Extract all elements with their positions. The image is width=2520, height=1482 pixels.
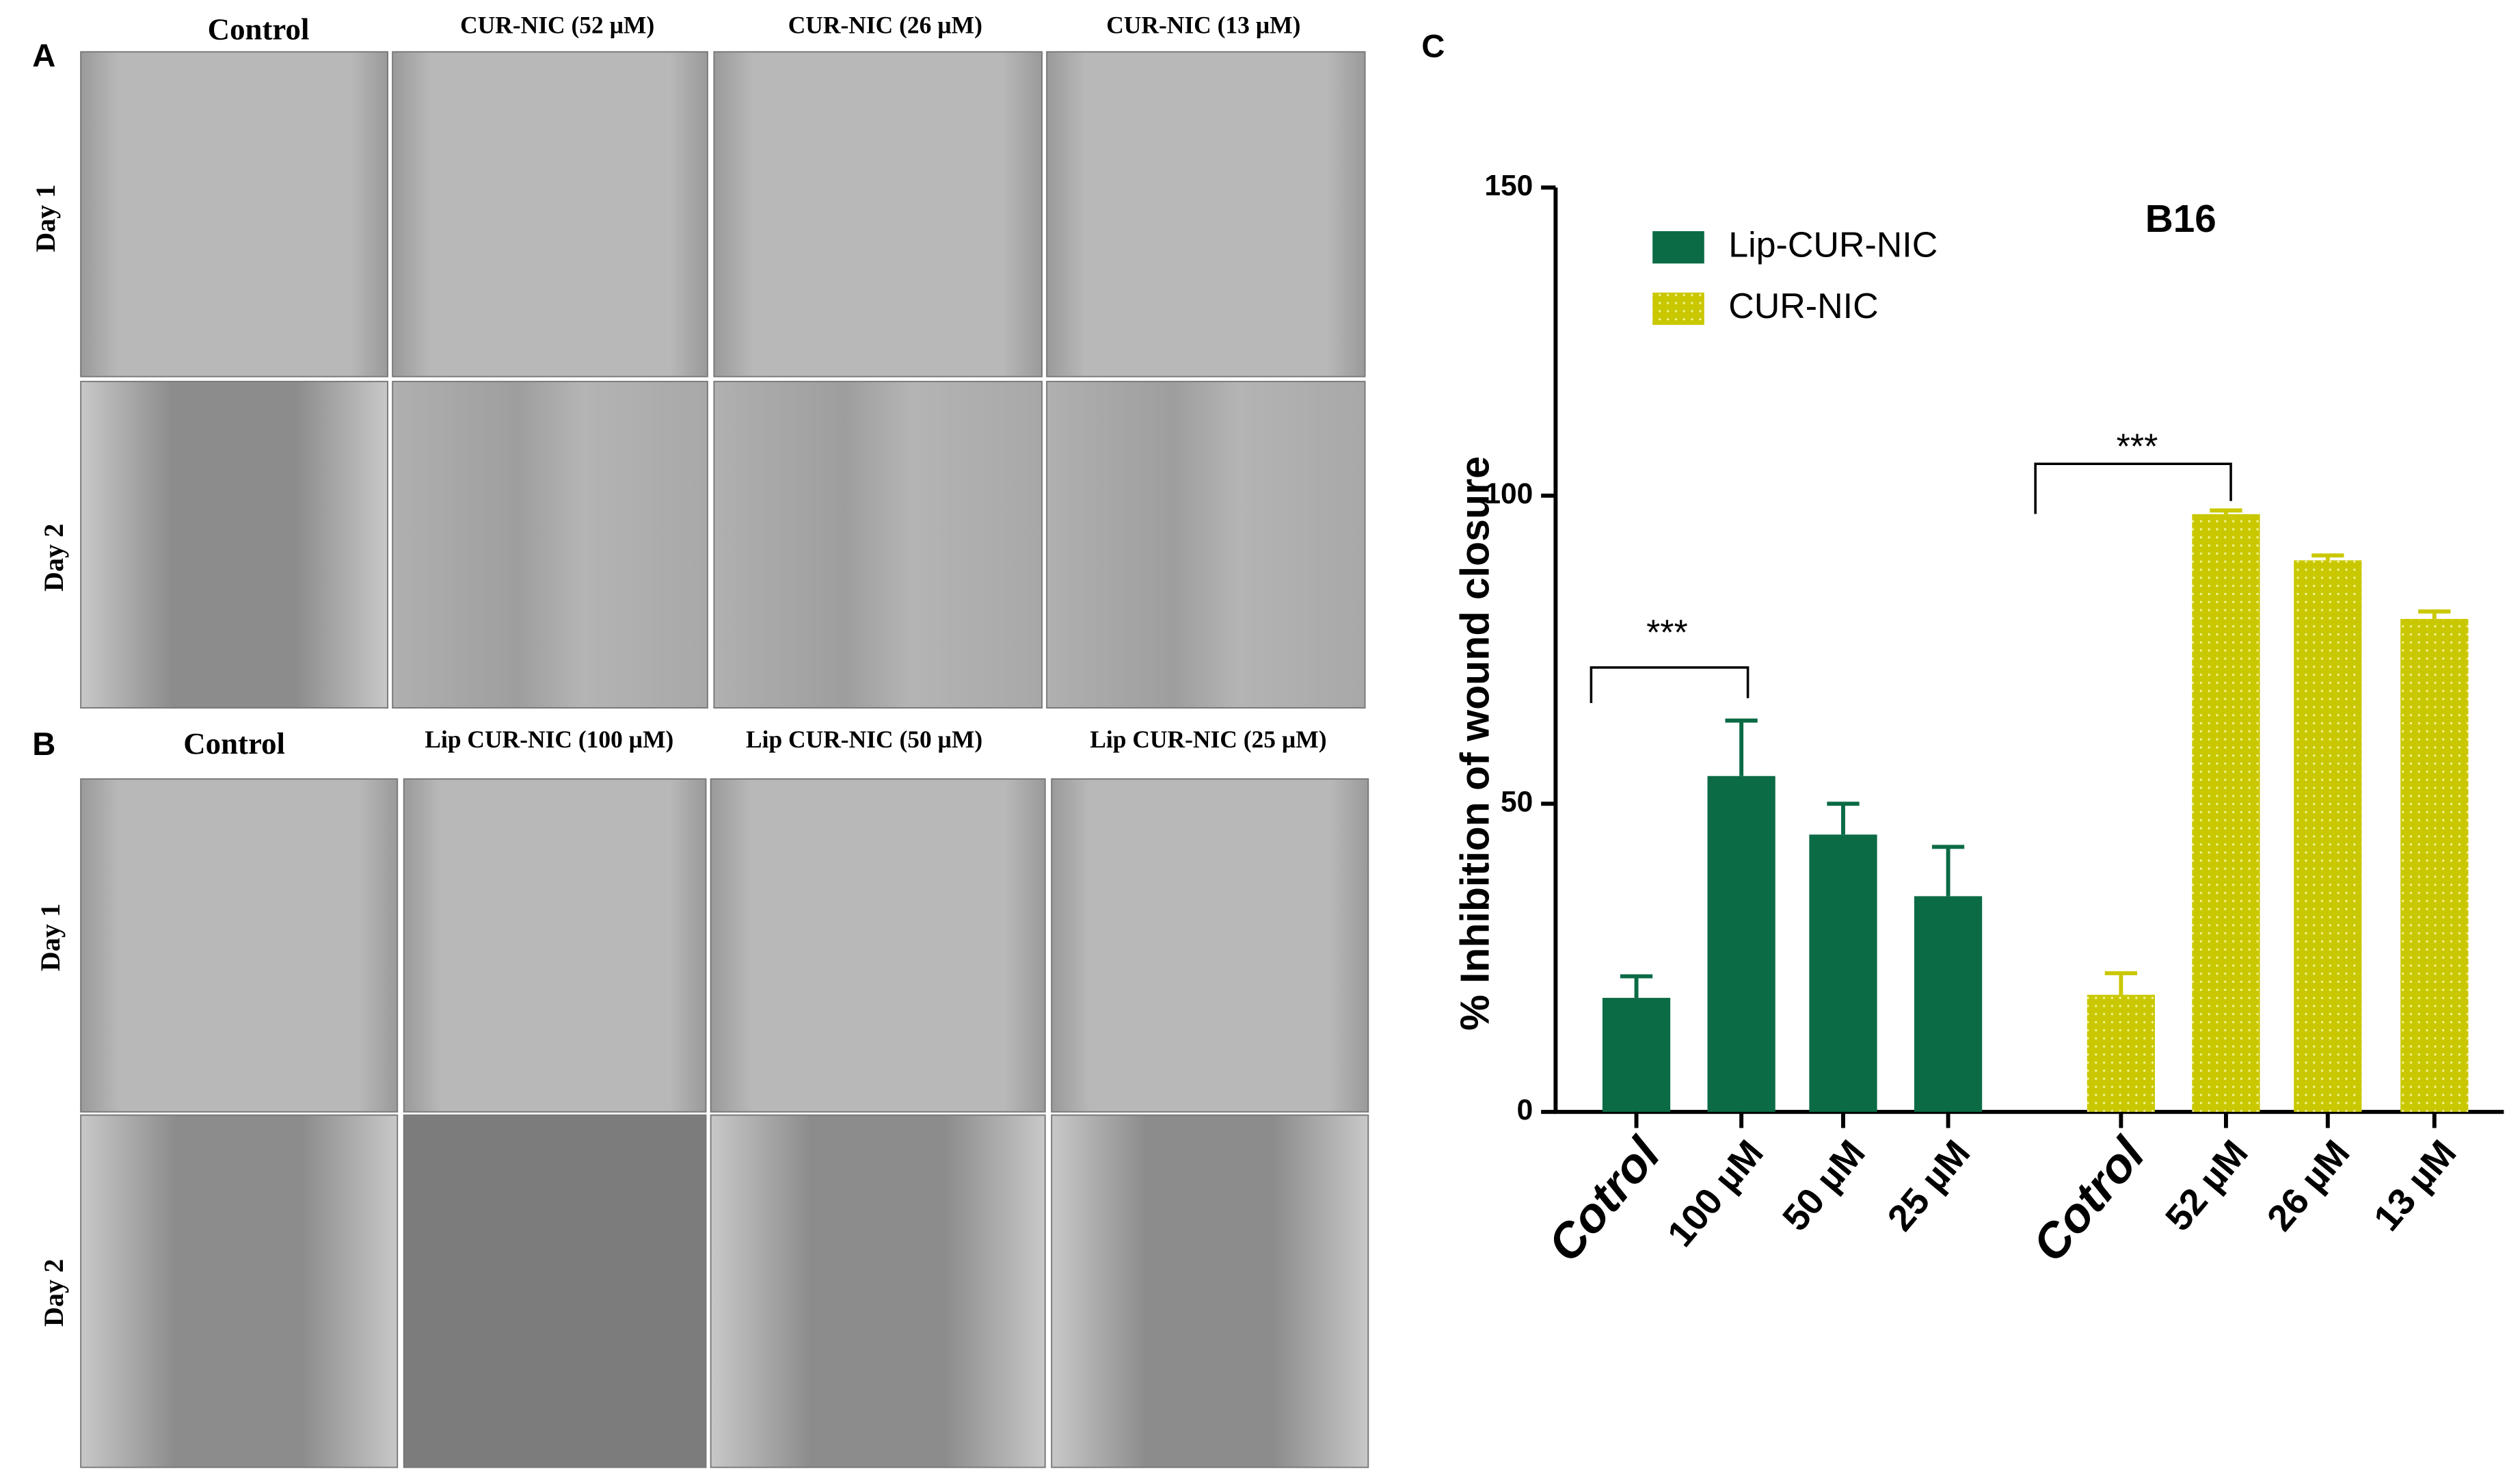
micrograph xyxy=(710,778,1046,1113)
panel-label: C xyxy=(1421,29,1445,65)
micrograph xyxy=(1051,778,1369,1113)
legend-swatch xyxy=(1652,292,1704,326)
annotation: *** xyxy=(2117,427,2158,467)
annotation: *** xyxy=(1646,613,1688,652)
x-tick-label: 26 µM xyxy=(2259,1132,2357,1239)
micrograph xyxy=(1046,380,1366,709)
row-label: Day 1 xyxy=(30,184,61,252)
bar xyxy=(1914,896,1983,1112)
significance-bracket xyxy=(2034,462,2232,514)
column-header: Control xyxy=(183,726,285,760)
row-label: Day 2 xyxy=(38,524,69,592)
column-header: CUR-NIC (13 µM) xyxy=(1106,11,1300,38)
micrograph xyxy=(710,1114,1046,1468)
y-tick-label: 150 xyxy=(1484,169,1533,202)
chart-title: B16 xyxy=(2145,198,2216,241)
micrograph xyxy=(80,51,389,378)
micrograph xyxy=(392,51,708,378)
column-header: CUR-NIC (52 µM) xyxy=(460,11,654,38)
bar xyxy=(1707,776,1775,1112)
legend-label: Lip-CUR-NIC xyxy=(1728,225,1938,265)
column-header: Lip CUR-NIC (100 µM) xyxy=(425,726,673,753)
micrograph xyxy=(1051,1114,1369,1468)
legend-label: CUR-NIC xyxy=(1728,287,1878,326)
y-tick-label: 100 xyxy=(1484,477,1533,510)
x-tick-label: 13 µM xyxy=(2365,1132,2464,1239)
x-tick-label: Cotrol xyxy=(2022,1127,2156,1272)
column-header: Lip CUR-NIC (50 µM) xyxy=(746,726,982,753)
legend-swatch xyxy=(1652,231,1704,264)
row-label: Day 2 xyxy=(38,1259,69,1327)
y-tick-label: 0 xyxy=(1517,1094,1533,1126)
bar xyxy=(2400,618,2469,1112)
x-tick-label: 25 µM xyxy=(1879,1132,1978,1239)
micrograph xyxy=(1046,51,1366,378)
bar xyxy=(2087,994,2156,1112)
micrograph xyxy=(403,1114,707,1468)
bar xyxy=(2192,514,2260,1112)
x-tick-label: 100 µM xyxy=(1659,1132,1771,1254)
row-label: Day 1 xyxy=(35,903,66,971)
bar xyxy=(2294,560,2362,1112)
micrograph xyxy=(80,778,399,1113)
x-tick-label: 52 µM xyxy=(2157,1132,2255,1239)
micrograph xyxy=(403,778,707,1113)
significance-bracket xyxy=(1590,666,1750,703)
x-tick-label: Cotrol xyxy=(1538,1127,1671,1272)
bar xyxy=(1809,834,1877,1112)
column-header: Control xyxy=(208,12,310,47)
panel-label: B xyxy=(32,726,55,763)
y-tick-label: 50 xyxy=(1501,785,1533,818)
column-header: CUR-NIC (26 µM) xyxy=(788,11,982,38)
column-header: Lip CUR-NIC (25 µM) xyxy=(1090,726,1326,753)
micrograph xyxy=(713,51,1043,378)
y-axis-label: % Inhibition of wound closure xyxy=(1453,456,1498,1031)
bar xyxy=(1602,998,1671,1112)
micrograph xyxy=(713,380,1043,709)
x-tick-label: 50 µM xyxy=(1774,1132,1873,1239)
micrograph xyxy=(80,380,389,709)
micrograph xyxy=(80,1114,399,1468)
micrograph xyxy=(392,380,708,709)
panel-label: A xyxy=(32,38,55,75)
